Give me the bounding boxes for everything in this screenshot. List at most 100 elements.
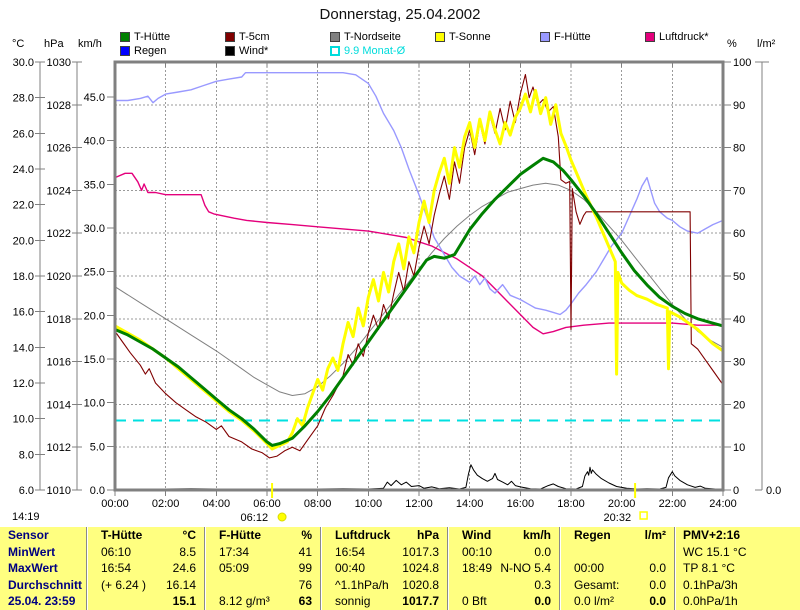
legend-item-luftdruck: Luftdruck* bbox=[645, 31, 709, 43]
c-axis-tick-label: 24.0 bbox=[13, 164, 34, 176]
hpa-axis-tick-label: 1018 bbox=[47, 314, 71, 326]
legend-item-t-nordseite: T-Nordseite bbox=[330, 31, 401, 43]
table-cell: 0.0 l/m² 0.0 bbox=[560, 593, 674, 610]
table-cell: 0.3 bbox=[448, 577, 559, 594]
table-cell-label bbox=[219, 577, 299, 594]
percent-axis-tick-label: 80 bbox=[733, 143, 745, 155]
legend-swatch-luftdruck-icon bbox=[645, 32, 655, 42]
table-cell: Luftdruck hPa bbox=[321, 527, 447, 544]
celsius-axis: 30.0 28.0 26.0 24.0 22.0 20.0 18.0 16.0 14.0 12.0… bbox=[13, 57, 45, 497]
table-cell: 0 Bft 0.0 bbox=[448, 593, 559, 610]
legend-swatch-t-5cm-icon bbox=[225, 32, 235, 42]
table-cell-value: 1017.3 bbox=[402, 544, 439, 559]
table-cell-label: 00:10 bbox=[462, 544, 493, 559]
hpa-axis-tick-label: 1010 bbox=[47, 485, 71, 497]
hpa-axis-tick-label: 1016 bbox=[47, 357, 71, 369]
table-cell-label: 0 Bft bbox=[462, 594, 487, 608]
table-column-6: PMV+2:16 WC 15.1 °C TP 8.1 °C 0.1hPa/3h 0.0h… bbox=[674, 527, 800, 610]
kmh-axis-tick-label: 35.0 bbox=[84, 179, 105, 191]
x-axis: 00:00 02:00 04:00 06:00 08:00 10:00 12:00 14:00… bbox=[101, 490, 737, 510]
unit-label-hpa: hPa bbox=[44, 38, 64, 50]
legend-item-t-sonne: T-Sonne bbox=[435, 31, 491, 43]
table-cell: 16:54 24.6 bbox=[87, 560, 204, 577]
table-cell-label: 05:09 bbox=[219, 561, 250, 575]
c-axis-tick-label: 28.0 bbox=[13, 93, 34, 105]
percent-axis-tick-label: 50 bbox=[733, 271, 745, 283]
table-cell-value: N-NO 5.4 bbox=[500, 561, 551, 575]
table-cell-label bbox=[462, 577, 534, 594]
table-cell-label: Gesamt: bbox=[574, 577, 620, 592]
table-cell-value: 1017.7 bbox=[402, 594, 439, 608]
c-axis-tick-label: 12.0 bbox=[13, 378, 34, 390]
legend-label: F-Hütte bbox=[554, 31, 591, 43]
percent-axis-tick-label: 10 bbox=[733, 442, 745, 454]
x-axis-tick-label: 18:00 bbox=[557, 498, 585, 510]
table-cell: Regen l/m² bbox=[560, 527, 674, 544]
table-cell: 18:49 N-NO 5.4 bbox=[448, 560, 559, 577]
table-column-0: Sensor MinWert MaxWert Durchschnitt 25.04. 2… bbox=[0, 527, 86, 610]
x-axis-tick-label: 08:00 bbox=[304, 498, 332, 510]
series-t-5cm bbox=[114, 73, 724, 459]
legend-swatch-wind-icon bbox=[225, 46, 235, 56]
sunrise-icon bbox=[277, 512, 287, 522]
x-axis-tick-label: 10:00 bbox=[355, 498, 383, 510]
table-cell-label: 00:40 bbox=[335, 561, 366, 575]
table-cell: 00:10 0.0 bbox=[448, 544, 559, 561]
table-cell-label: Regen bbox=[574, 528, 611, 542]
x-axis-tick-label: 24:00 bbox=[709, 498, 737, 510]
table-cell-value: °C bbox=[182, 528, 196, 542]
table-cell-label: 0.0 l/m² bbox=[574, 594, 615, 608]
table-cell: 06:10 8.5 bbox=[87, 544, 204, 561]
table-cell-value: 8.5 bbox=[179, 544, 196, 559]
table-cell: Sensor bbox=[8, 528, 49, 542]
table-cell: (+ 6.24 ) 16.14 bbox=[87, 577, 204, 594]
legend-item-9-9-monat: 9.9 Monat-Ø bbox=[330, 45, 405, 57]
table-cell: T-Hütte °C bbox=[87, 527, 204, 544]
table-cell: PMV+2:16 bbox=[683, 528, 741, 542]
series-t-sonne bbox=[114, 89, 724, 451]
table-cell: 0.1hPa/3h bbox=[683, 577, 738, 592]
unit-label-percent: % bbox=[727, 38, 737, 50]
table-cell-value: 0.0 bbox=[649, 577, 666, 592]
table-cell: MinWert bbox=[8, 544, 56, 559]
c-axis-tick-label: 30.0 bbox=[13, 57, 34, 69]
kmh-axis-tick-label: 10.0 bbox=[84, 398, 105, 410]
table-cell-label: 8.12 g/m³ bbox=[219, 594, 270, 608]
table-cell-value: 0.0 bbox=[534, 544, 551, 559]
legend-label: T-Sonne bbox=[449, 31, 491, 43]
x-axis-tick-label: 04:00 bbox=[203, 498, 231, 510]
table-cell-label: 18:49 bbox=[462, 561, 493, 575]
x-axis-tick-label: 22:00 bbox=[659, 498, 687, 510]
percent-axis-tick-label: 30 bbox=[733, 357, 745, 369]
table-cell-label: Luftdruck bbox=[335, 528, 391, 542]
legend-label: 9.9 Monat-Ø bbox=[344, 45, 406, 57]
legend-swatch-t-sonne-icon bbox=[435, 32, 445, 42]
unit-label-liters-per-sqm: l/m² bbox=[757, 38, 776, 50]
c-axis-tick-label: 20.0 bbox=[13, 235, 34, 247]
unit-label-kmh: km/h bbox=[78, 38, 102, 50]
table-cell-value: 1020.8 bbox=[402, 577, 439, 592]
legend-swatch-t-h-tte-icon bbox=[120, 32, 130, 42]
legend-item-f-h-tte: F-Hütte bbox=[540, 31, 591, 43]
legend-label: T-Nordseite bbox=[344, 31, 401, 43]
table-cell: 15.1 bbox=[87, 593, 204, 610]
table-cell-label: 00:00 bbox=[574, 561, 605, 575]
table-cell-value: 15.1 bbox=[172, 594, 196, 608]
table-cell-value: 99 bbox=[298, 561, 312, 575]
kmh-axis: 45.0 40.0 35.0 30.0 25.0 20.0 15.0 10.0 5.0 0.0 bbox=[84, 92, 115, 497]
percent-axis-tick-label: 70 bbox=[733, 185, 745, 197]
hpa-axis-tick-label: 1014 bbox=[47, 399, 71, 411]
hpa-axis-tick-label: 1026 bbox=[47, 143, 71, 155]
table-column-5: Regen l/m² 00:00 0.0 Gesamt: 0.0 0.0 l/m² 0.0 bbox=[559, 527, 674, 610]
table-cell: 0.0hPa/1h bbox=[683, 594, 738, 608]
percent-axis-tick-label: 40 bbox=[733, 314, 745, 326]
table-column-1: T-Hütte °C 06:10 8.5 16:54 24.6 (+ 6.24 ) 16.14… bbox=[86, 527, 204, 610]
table-cell: sonnig 1017.7 bbox=[321, 593, 447, 610]
x-axis-tick-label: 06:00 bbox=[253, 498, 281, 510]
table-column-3: Luftdruck hPa 16:54 1017.3 00:40 1024.8 ^1.1hP… bbox=[320, 527, 447, 610]
table-cell-label: (+ 6.24 ) bbox=[101, 577, 147, 592]
table-cell-value: 0.0 bbox=[649, 594, 666, 608]
table-cell: 05:09 99 bbox=[205, 560, 320, 577]
kmh-axis-tick-label: 5.0 bbox=[90, 441, 105, 453]
legend-swatch-t-nordseite-icon bbox=[330, 32, 340, 42]
